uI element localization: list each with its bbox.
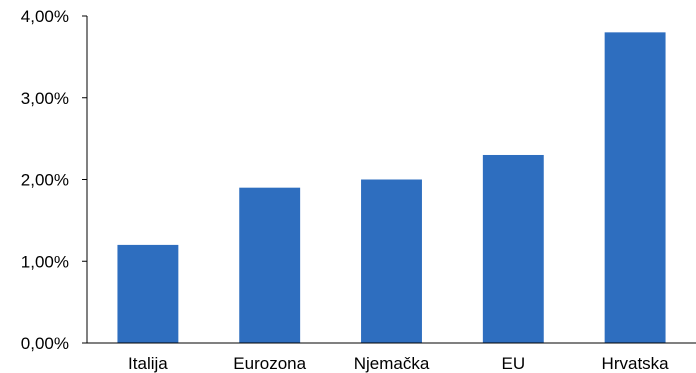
x-tick-label: Hrvatska bbox=[602, 354, 670, 373]
y-tick-label: 1,00% bbox=[21, 252, 69, 271]
x-tick-label: Njemačka bbox=[354, 354, 430, 373]
x-tick-label: Italija bbox=[128, 354, 168, 373]
bars-group bbox=[117, 32, 666, 343]
bar-italija bbox=[117, 244, 179, 343]
y-tick-labels: 0,00% 1,00% 2,00% 3,00% 4,00% bbox=[21, 7, 87, 353]
x-tick-label: Eurozona bbox=[233, 354, 306, 373]
x-tick-labels: Italija Eurozona Njemačka EU Hrvatska bbox=[128, 354, 669, 373]
bar-eurozona bbox=[239, 187, 301, 343]
bar-eu bbox=[482, 154, 544, 343]
y-tick-label: 2,00% bbox=[21, 171, 69, 190]
bar-hrvatska bbox=[604, 32, 666, 343]
x-tick-label: EU bbox=[501, 354, 525, 373]
y-tick-label: 4,00% bbox=[21, 7, 69, 26]
y-tick-label: 0,00% bbox=[21, 334, 69, 353]
bar-njemačka bbox=[361, 179, 422, 343]
y-tick-label: 3,00% bbox=[21, 89, 69, 108]
